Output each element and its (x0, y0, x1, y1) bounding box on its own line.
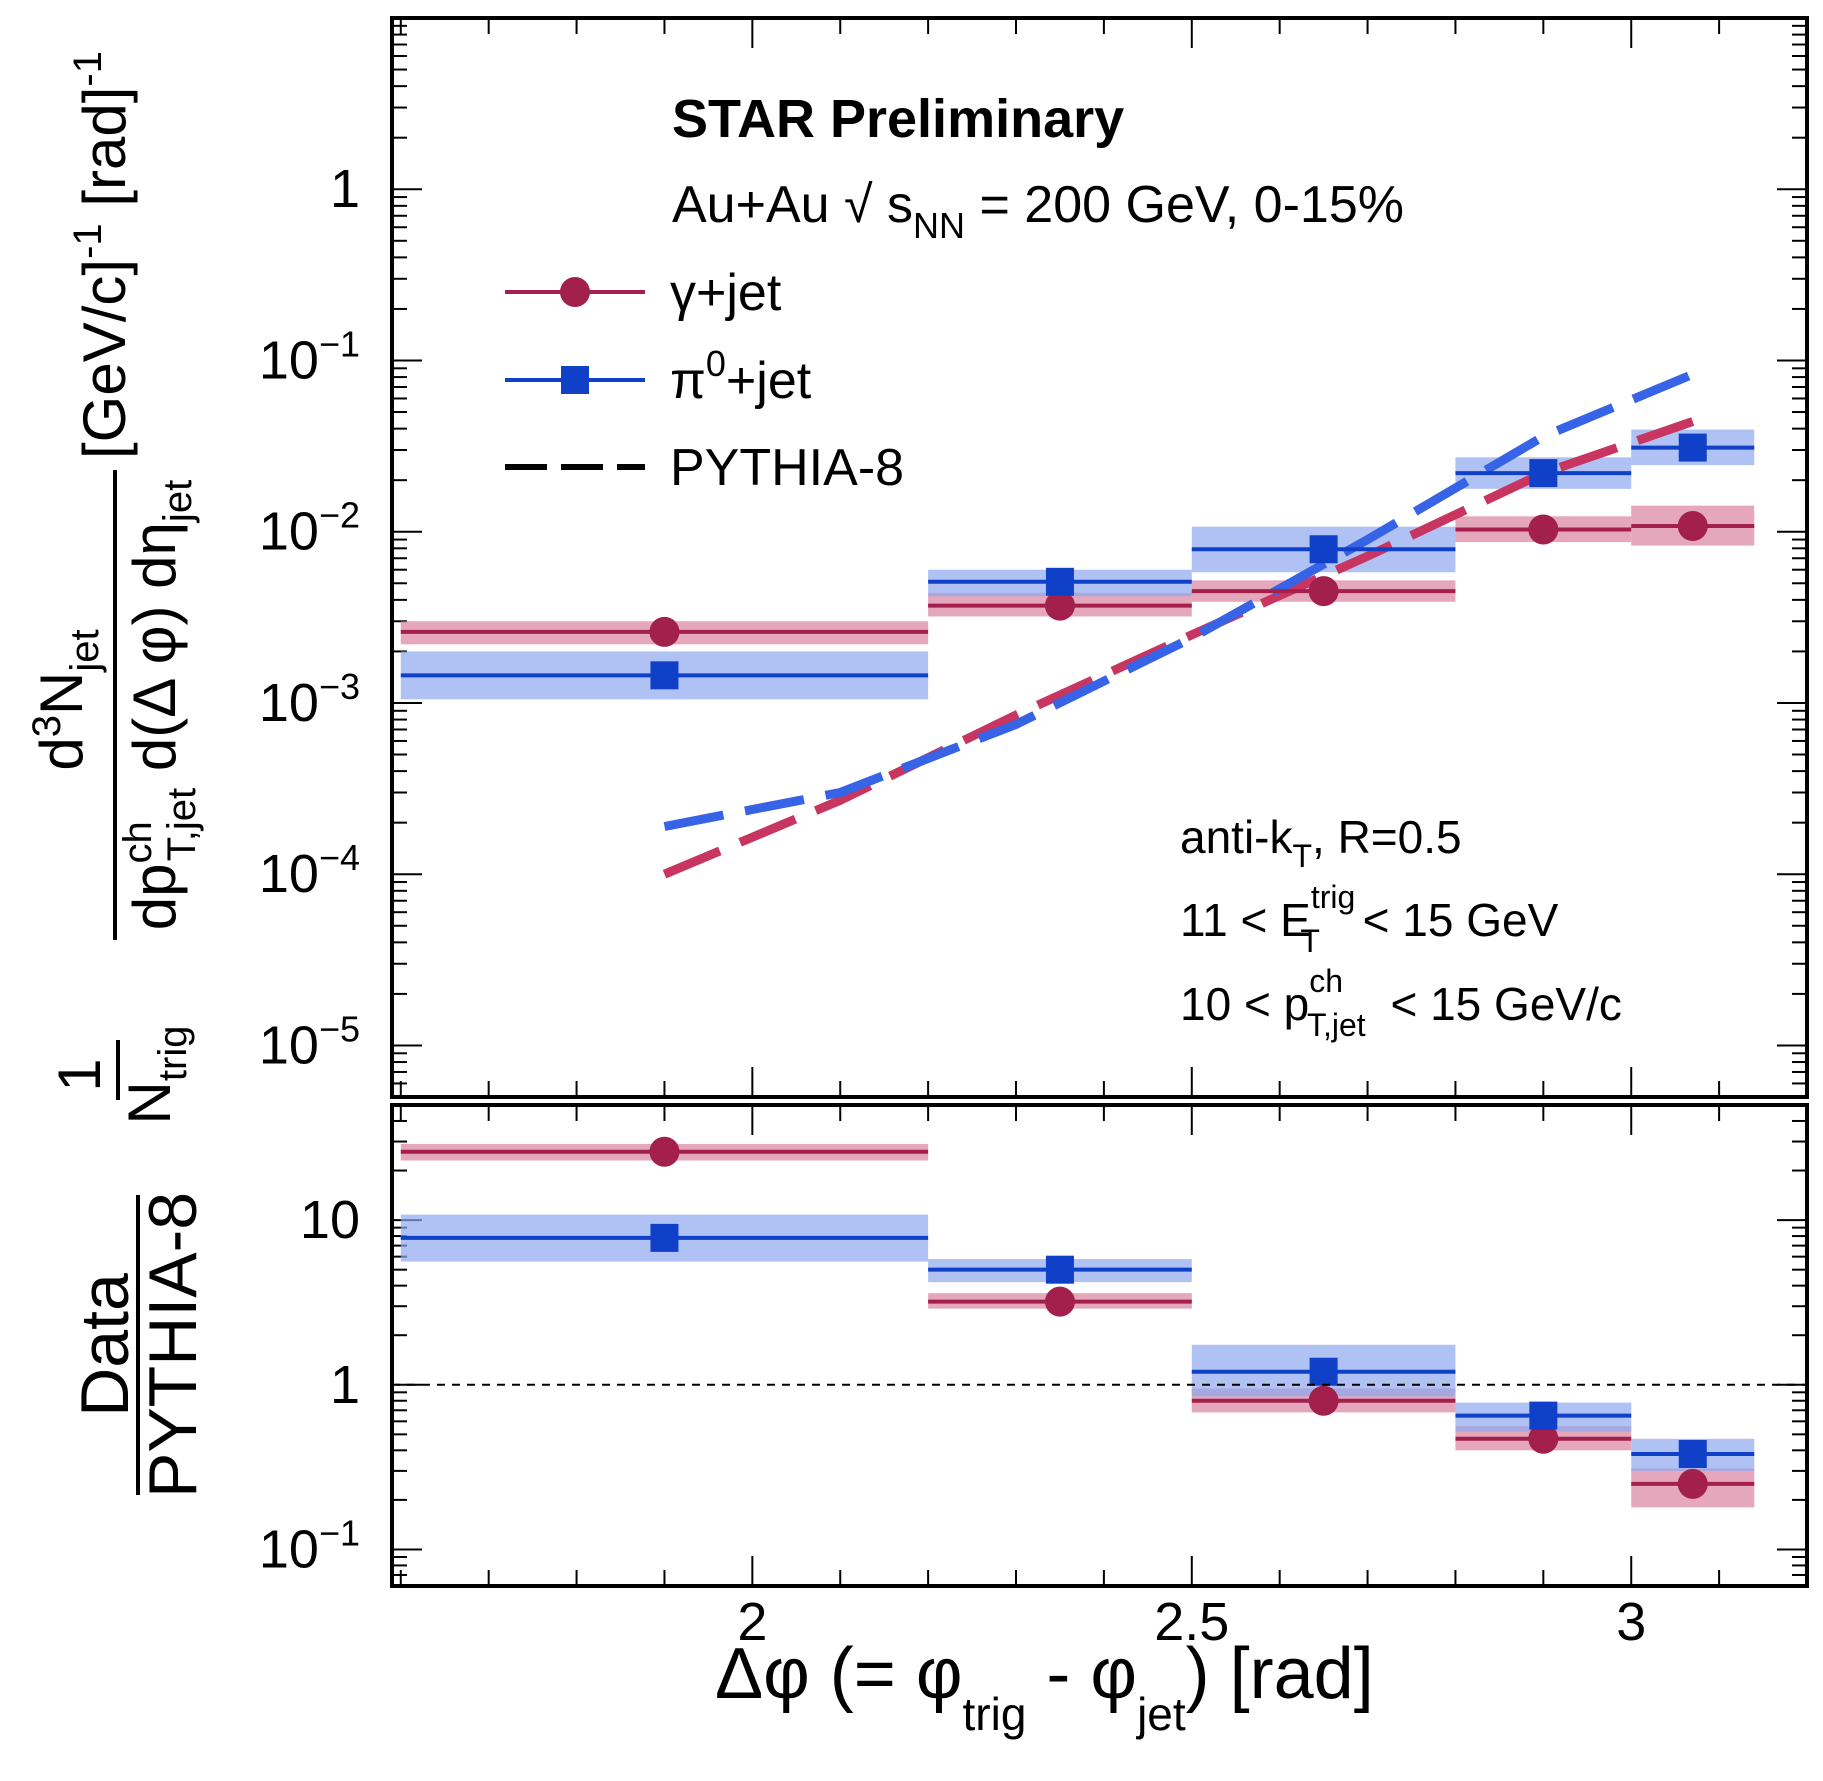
top-gamma-point-1 (1044, 590, 1075, 621)
ratio-tick-label-10: 10 (300, 1190, 360, 1250)
x-tick-label-3: 3 (1616, 1592, 1646, 1652)
bottom-pi0-point-0 (650, 1223, 679, 1252)
uncertainty-bands (400, 429, 1755, 1508)
y-title-numerator: d3Njet (25, 629, 107, 770)
bottom-gamma-point-1 (1044, 1286, 1075, 1317)
x-tick-label-2: 2 (737, 1592, 767, 1652)
y-tick-label-1: 1 (330, 159, 360, 219)
pythia-gamma-curve (662, 417, 1695, 879)
chart-title: STAR Preliminary (672, 89, 1124, 149)
legend-gamma-marker (560, 277, 590, 307)
legend-pythia-label: PYTHIA-8 (670, 439, 904, 497)
y-tick-label-1e-5: 10−5 (259, 1008, 360, 1075)
top-pi0-point-4 (1678, 433, 1707, 462)
top-pi0-point-3 (1529, 459, 1558, 488)
bottom-gamma-point-0 (649, 1136, 680, 1167)
y-tick-label-1e-3: 10−3 (259, 666, 360, 733)
legend: γ+jet π0+jet PYTHIA-8 (505, 264, 904, 497)
ratio-title-denominator: PYTHIA-8 (135, 1192, 211, 1498)
bottom-gamma-point-3 (1528, 1423, 1559, 1454)
y-title-units: [GeV/c]-1 [rad]-1 (66, 51, 138, 459)
data-markers (400, 433, 1755, 1499)
bottom-panel-frame (390, 1103, 1809, 1588)
x-axis-title: Δφ (= φtrig - φjet) [rad] (715, 1634, 1374, 1740)
collision-system: Au+Au √ sNN = 200 GeV, 0-15% (672, 176, 1404, 246)
x-axis-ticks (399, 18, 1808, 1586)
legend-pi0-label: π0+jet (670, 343, 812, 410)
y-title-denominator: dpchT,jet d(Δ φ) dηjet (116, 480, 204, 930)
bottom-y-axis-title: Data PYTHIA-8 (67, 1192, 211, 1498)
y-title-prefactor-one: 1 (46, 1058, 113, 1091)
top-gamma-point-3 (1528, 514, 1559, 545)
bottom-pi0-point-3 (1529, 1401, 1558, 1430)
x-tick-label-2-5: 2.5 (1154, 1592, 1229, 1652)
bottom-pi0-point-1 (1045, 1255, 1074, 1284)
legend-pi0-marker (561, 366, 589, 394)
top-gamma-point-0 (649, 616, 680, 647)
ratio-tick-label-1e-1: 10−1 (259, 1512, 360, 1579)
legend-gamma-label: γ+jet (670, 264, 782, 322)
top-gamma-point-4 (1677, 511, 1708, 542)
top-pi0-point-2 (1309, 535, 1338, 564)
bottom-gamma-point-2 (1308, 1385, 1339, 1416)
top-y-axis-title: 1 Ntrig d3Njet dpchT,jet d(Δ φ) dηjet [G… (25, 51, 204, 1124)
ratio-tick-label-1: 1 (330, 1355, 360, 1415)
y-tick-label-1e-4: 10−4 (259, 837, 360, 904)
bottom-pi0-point-4 (1678, 1439, 1707, 1468)
y-tick-label-1e-2: 10−2 (259, 495, 360, 562)
top-pi0-point-0 (650, 661, 679, 690)
bottom-gamma-point-4 (1677, 1468, 1708, 1499)
y-tick-label-1e-1: 10−1 (259, 323, 360, 390)
bottom-y-minor-ticks (392, 1104, 1807, 1587)
ratio-title-numerator: Data (67, 1273, 143, 1417)
jet-pt-range: 10 < pch T,jet < 15 GeV/c (1180, 963, 1622, 1043)
bottom-pi0-point-2 (1309, 1357, 1338, 1386)
y-title-prefactor-ntrig: Ntrig (116, 1026, 195, 1125)
top-gamma-point-2 (1308, 576, 1339, 607)
trigger-et-range: 11 < Etrig T < 15 GeV (1180, 879, 1559, 959)
x-tick-labels: 2 2.5 3 (737, 1592, 1646, 1652)
pythia-curves (662, 370, 1695, 879)
top-pi0-point-1 (1045, 567, 1074, 596)
jet-algorithm-text: anti-kT, R=0.5 (1180, 811, 1462, 874)
bottom-y-tick-labels: 10 1 10−1 (259, 1190, 360, 1579)
top-y-minor-ticks (392, 17, 1807, 1085)
pythia-pi0-curve (663, 370, 1695, 831)
kinematic-cuts: anti-kT, R=0.5 11 < Etrig T < 15 GeV 10 <… (1180, 811, 1622, 1043)
top-y-tick-labels: 1 10−1 10−2 10−3 10−4 10−5 (259, 159, 360, 1075)
